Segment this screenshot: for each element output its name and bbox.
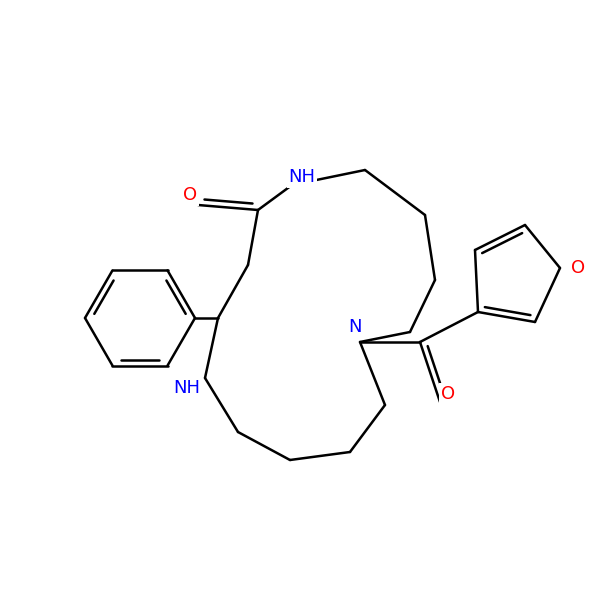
Text: O: O (571, 259, 585, 277)
Text: O: O (441, 385, 455, 403)
Text: N: N (348, 318, 362, 336)
Text: NH: NH (173, 379, 200, 397)
Text: O: O (183, 186, 197, 204)
Text: NH: NH (289, 168, 316, 186)
